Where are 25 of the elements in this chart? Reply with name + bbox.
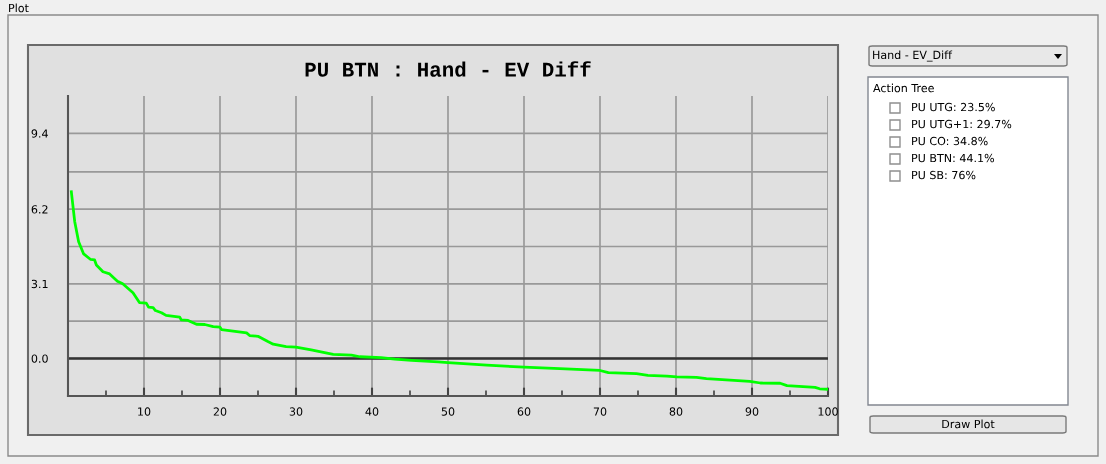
- text: PU SB: 76%: [912, 170, 976, 180]
- x-tick-label: 50: [441, 407, 455, 416]
- x-tick-label: 60: [517, 407, 531, 416]
- x-tick-label: 10: [138, 407, 151, 416]
- x-tick-label: 40: [365, 407, 379, 416]
- x-tick-label: 30: [289, 407, 303, 416]
- text: Action Tree: [873, 83, 934, 93]
- x-tick-label: 100: [818, 407, 838, 416]
- text: PU BTN: 44.1%: [912, 153, 995, 163]
- line-series: [69, 190, 828, 391]
- x-tick-label: 70: [593, 407, 607, 416]
- x-tick-label: 90: [745, 407, 759, 416]
- x-tick-label: 80: [669, 407, 683, 416]
- y-tick-label: 6.2: [31, 205, 48, 214]
- y-tick-label: 3.1: [31, 279, 48, 289]
- text: Hand - EV_Diff: [873, 50, 953, 62]
- text: Plot: [9, 3, 29, 13]
- text: PU CO: 34.8%: [912, 136, 988, 146]
- y-tick-label: 0.0: [31, 354, 48, 363]
- chart-title: PU BTN : Hand - EV Diff: [305, 61, 591, 77]
- text: PU UTG: 23.5%: [912, 102, 995, 112]
- x-tick-label: 20: [213, 407, 227, 416]
- text: PU UTG+1: 29.7%: [912, 119, 1012, 129]
- y-tick-label: 9.4: [31, 129, 48, 138]
- text: Draw Plot: [942, 419, 995, 429]
